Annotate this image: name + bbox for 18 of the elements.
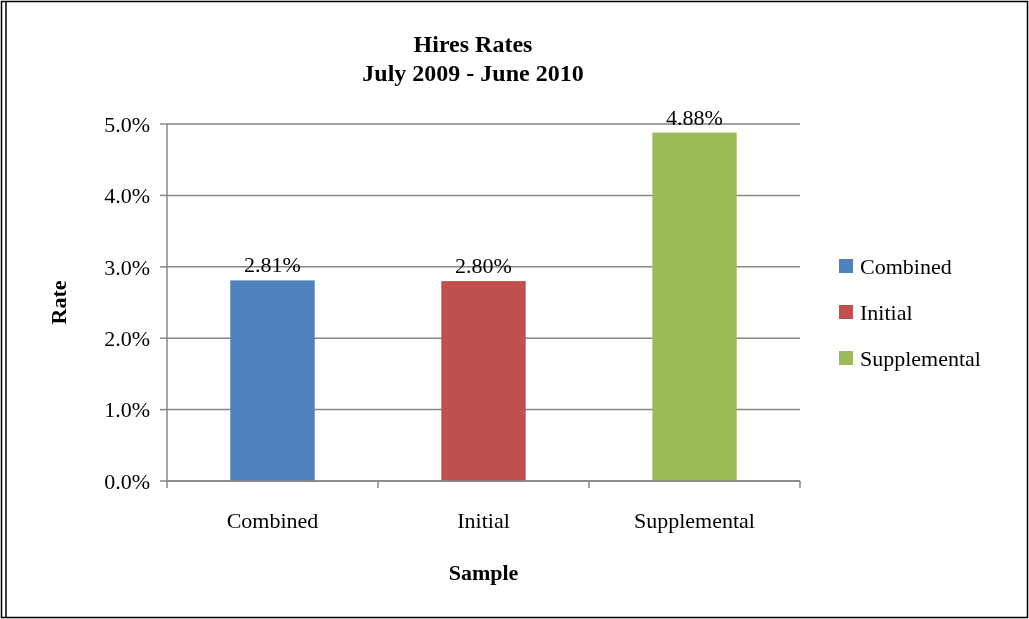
chart-title: Hires Rates July 2009 - June 2010 xyxy=(362,31,584,86)
data-label: 4.88% xyxy=(666,104,723,130)
x-tick-label: Supplemental xyxy=(634,508,755,533)
y-axis-title: Rate xyxy=(46,280,71,325)
y-tick-label: 5.0% xyxy=(104,111,150,137)
y-tick-label: 1.0% xyxy=(104,397,150,423)
legend-label: Combined xyxy=(860,253,952,279)
y-tick-label: 3.0% xyxy=(104,254,150,280)
legend-label: Initial xyxy=(860,299,913,325)
data-label: 2.81% xyxy=(244,252,301,278)
data-label: 2.80% xyxy=(455,253,512,279)
y-tick-label: 2.0% xyxy=(104,325,150,351)
y-tick-label: 4.0% xyxy=(104,183,150,209)
x-axis-title: Sample xyxy=(448,560,519,585)
x-tick-label: Initial xyxy=(457,508,510,533)
y-tick-label: 0.0% xyxy=(104,468,150,494)
legend-label: Supplemental xyxy=(860,345,981,371)
x-tick-label: Combined xyxy=(226,508,319,533)
